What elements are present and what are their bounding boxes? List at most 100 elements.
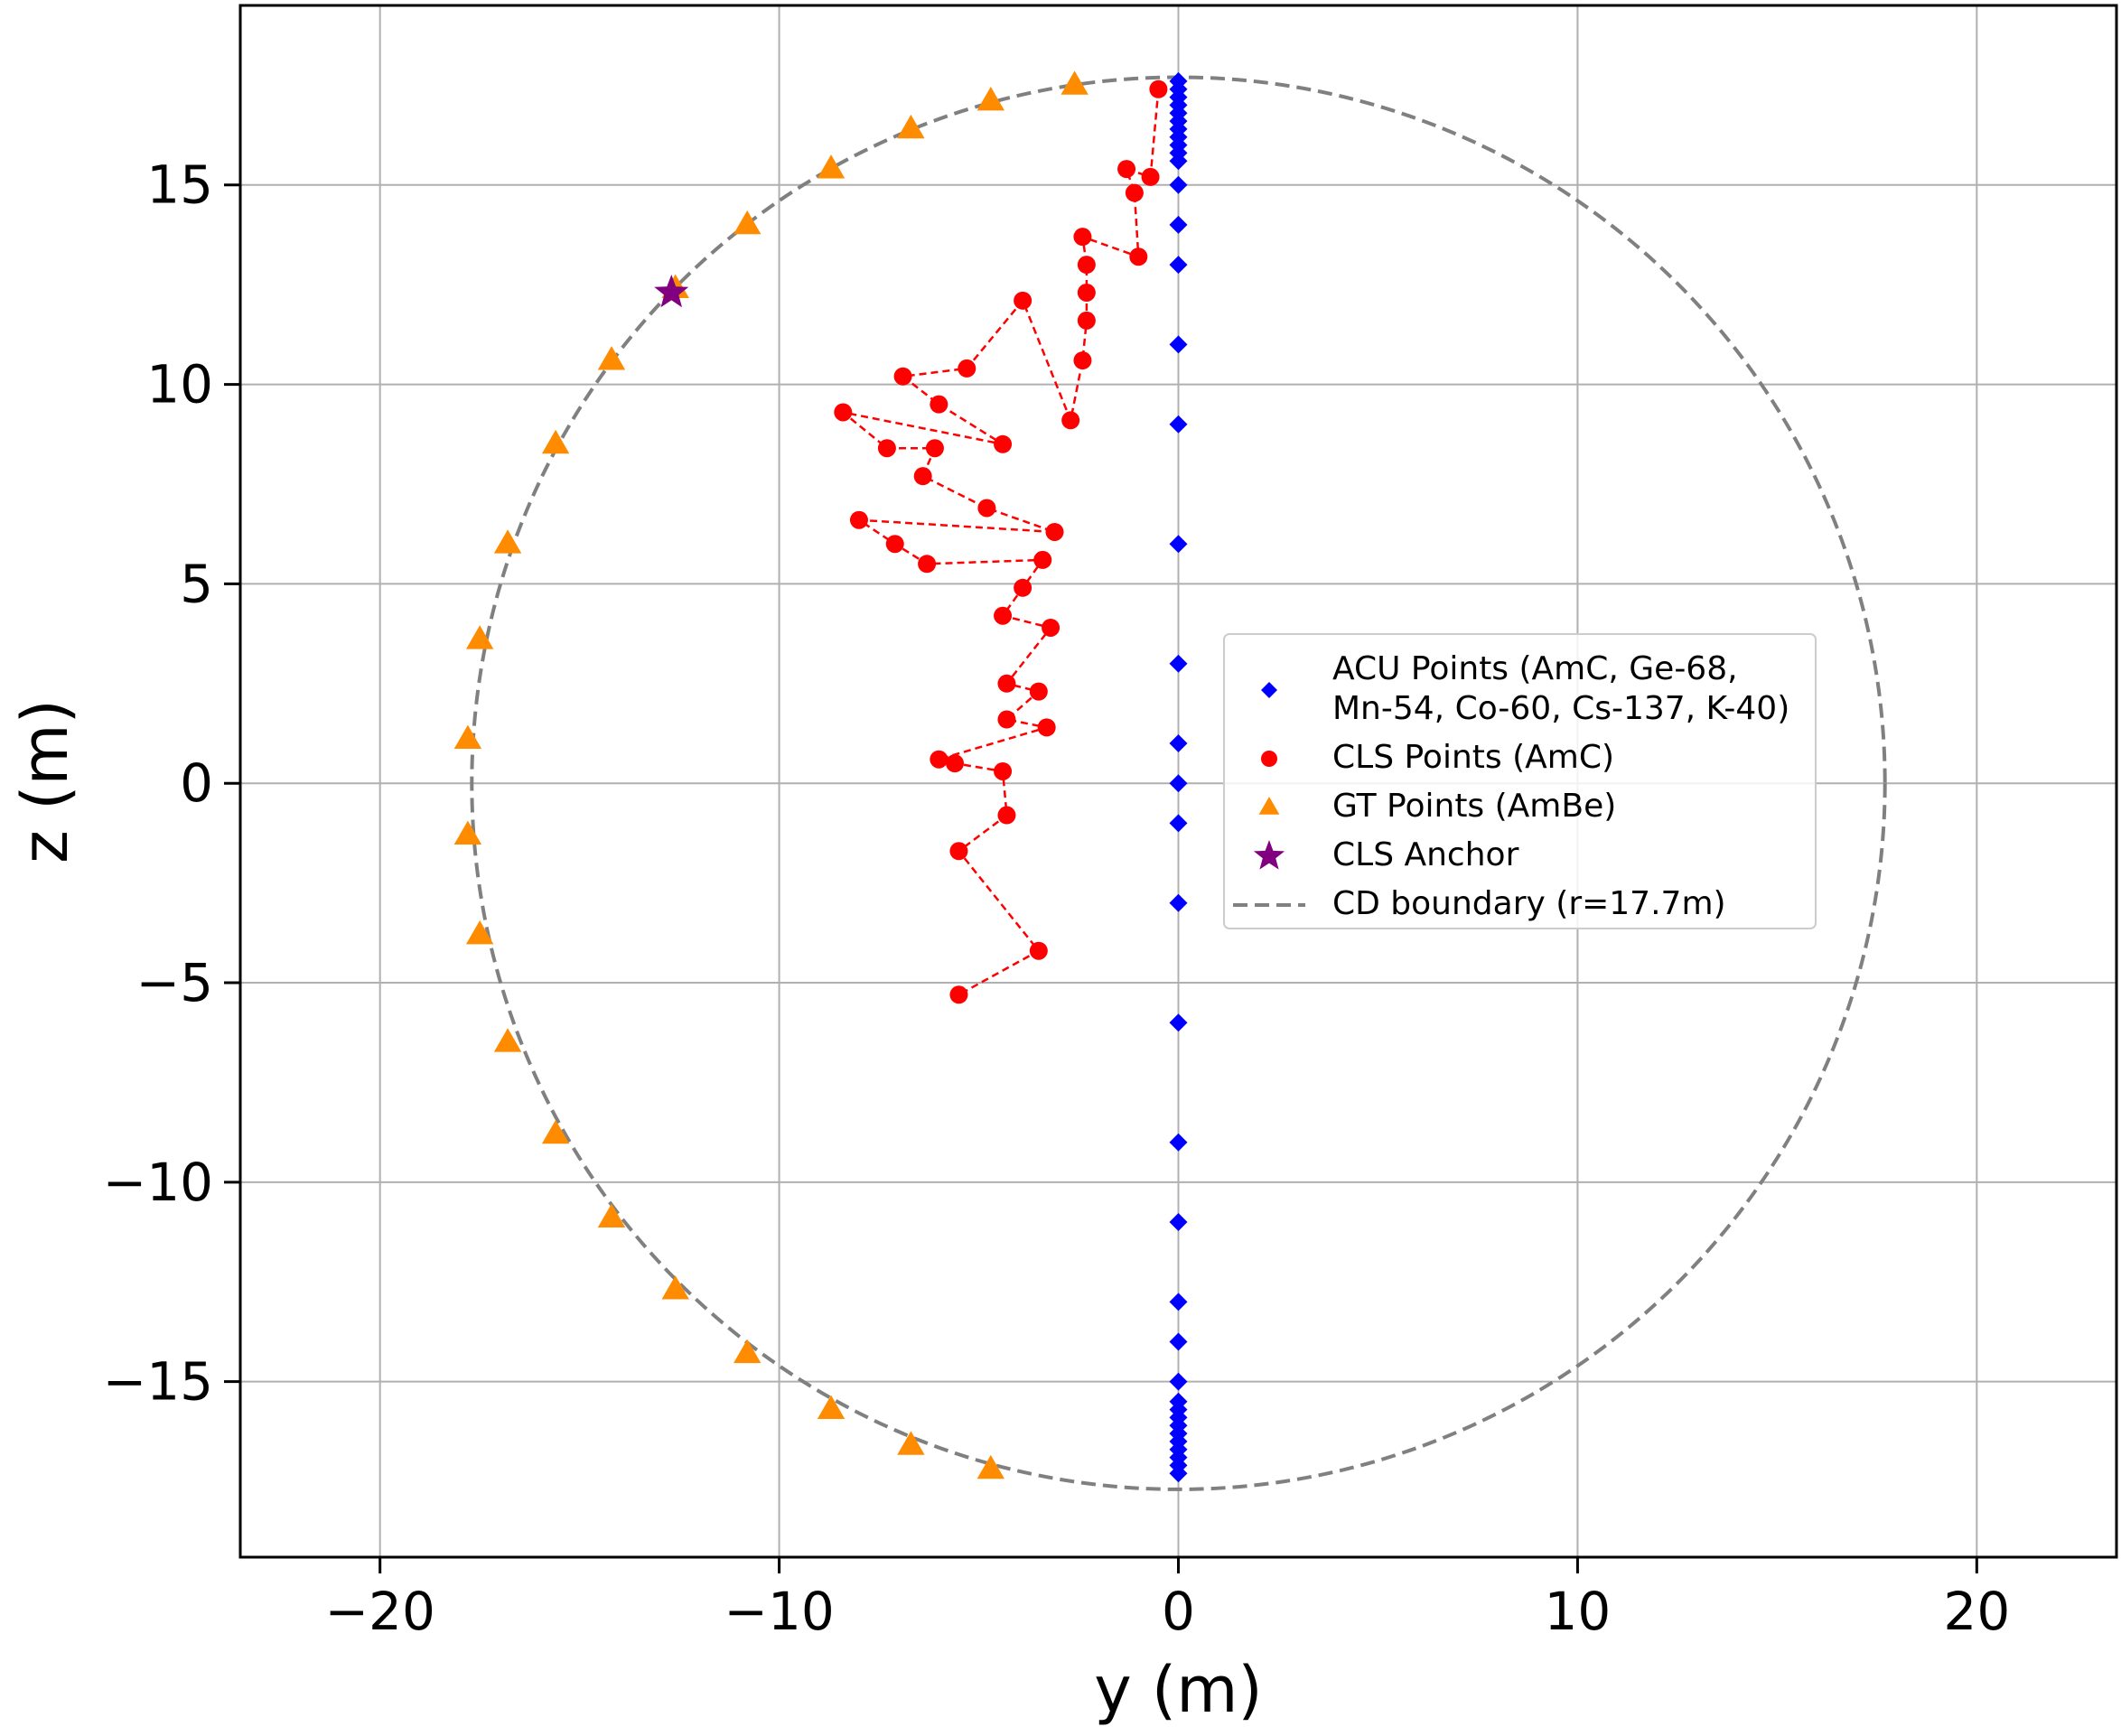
triangle-point [733, 1339, 762, 1364]
triangle-point [453, 724, 482, 750]
legend-star-swatch [1253, 840, 1285, 870]
circle-point [997, 710, 1016, 729]
circle-point [1141, 167, 1160, 186]
triangle-point [897, 114, 925, 139]
circle-point [997, 806, 1016, 825]
circle-point [949, 842, 968, 861]
y-axis-label: z (m) [8, 699, 82, 863]
circle-point [994, 606, 1013, 625]
y-tick-label: 5 [180, 553, 213, 614]
circle-point [1077, 311, 1096, 330]
circle-point [949, 985, 968, 1004]
legend-box [1223, 633, 1817, 929]
x-tick-label: −10 [724, 1581, 834, 1642]
triangle-point [897, 1431, 925, 1455]
diamond-point [1169, 814, 1188, 833]
circle-point [877, 439, 896, 458]
circle-point [1014, 291, 1032, 310]
circle-point [994, 434, 1013, 453]
triangle-point [465, 920, 494, 945]
diamond-point [1169, 415, 1188, 434]
circle-point [1077, 283, 1096, 302]
circle-point [834, 403, 853, 422]
circle-point [925, 439, 944, 458]
circle-point [893, 367, 912, 386]
circle-point [885, 535, 904, 554]
triangle-point [541, 1119, 570, 1144]
triangle-point [597, 1203, 626, 1228]
circle-point [1125, 183, 1144, 202]
series-triangle [453, 70, 1089, 1479]
circle-point [1045, 522, 1064, 541]
diamond-point [1169, 1372, 1188, 1391]
legend-label: ACU Points (AmC, Ge-68, [1332, 650, 1738, 687]
series-star [654, 275, 689, 308]
triangle-point [493, 529, 522, 554]
y-tick-label: −15 [103, 1351, 213, 1413]
legend-label: GT Points (AmBe) [1332, 788, 1616, 825]
diamond-point [1169, 734, 1188, 753]
circle-point [1042, 618, 1060, 637]
circle-point [930, 750, 948, 769]
circle-point [913, 467, 932, 486]
circle-point [918, 555, 937, 574]
triangle-point [465, 625, 494, 649]
circle-point [930, 395, 948, 414]
legend-circle-swatch [1261, 751, 1277, 767]
series-layer [453, 70, 1188, 1483]
x-axis-label: y (m) [1094, 1653, 1262, 1727]
diamond-point [1169, 535, 1188, 554]
triangle-point [541, 429, 570, 454]
circle-point [849, 510, 868, 529]
diamond-point [1169, 1013, 1188, 1032]
circle-point [1029, 941, 1048, 960]
diamond-point [1169, 654, 1188, 673]
diamond-point [1169, 893, 1188, 912]
legend-label: CLS Anchor [1332, 836, 1519, 873]
circle-point [1073, 351, 1092, 370]
circle-point [1117, 160, 1136, 179]
circle-point [1029, 682, 1048, 701]
triangle-point [976, 86, 1004, 111]
circle-point [997, 674, 1016, 693]
legend-label: CLS Points (AmC) [1332, 739, 1614, 776]
triangle-point [453, 820, 482, 845]
triangle-point [661, 1275, 689, 1300]
triangle-point [817, 1395, 846, 1419]
y-tick-label: 0 [180, 752, 213, 814]
legend: ACU Points (AmC, Ge-68,Mn-54, Co-60, Cs-… [1223, 633, 1817, 929]
triangle-point [597, 346, 626, 370]
legend-label: Mn-54, Co-60, Cs-137, K-40) [1332, 690, 1789, 727]
x-tick-label: 0 [1162, 1581, 1195, 1642]
y-tick-label: −10 [103, 1152, 213, 1213]
star-point [654, 275, 689, 308]
diamond-point [1169, 215, 1188, 234]
cls-connecting-line [842, 89, 1160, 996]
legend-label: CD boundary (r=17.7m) [1332, 885, 1726, 922]
circle-point [1129, 247, 1148, 266]
circle-point [1061, 411, 1080, 430]
diamond-point [1169, 1133, 1188, 1152]
circle-point [946, 754, 965, 773]
circle-point [977, 499, 996, 518]
x-tick-label: 20 [1943, 1581, 2010, 1642]
circle-point [1073, 228, 1092, 247]
triangle-point [976, 1454, 1004, 1479]
diamond-point [1169, 175, 1188, 194]
legend-diamond-swatch [1261, 682, 1277, 698]
x-tick-label: 10 [1545, 1581, 1612, 1642]
diamond-point [1169, 335, 1188, 354]
circle-point [1033, 550, 1052, 569]
triangle-point [493, 1028, 522, 1052]
y-tick-label: −5 [136, 952, 214, 1013]
diamond-point [1169, 1332, 1188, 1351]
diamond-point [1169, 256, 1188, 275]
circle-point [1077, 256, 1096, 275]
circle-point [1149, 79, 1168, 98]
diamond-point [1169, 774, 1188, 793]
diamond-point [1169, 1464, 1188, 1483]
ticks: −20 −10 0 10 20 −15 −10 −5 0 5 10 15 [103, 154, 2011, 1642]
triangle-point [1060, 70, 1089, 95]
